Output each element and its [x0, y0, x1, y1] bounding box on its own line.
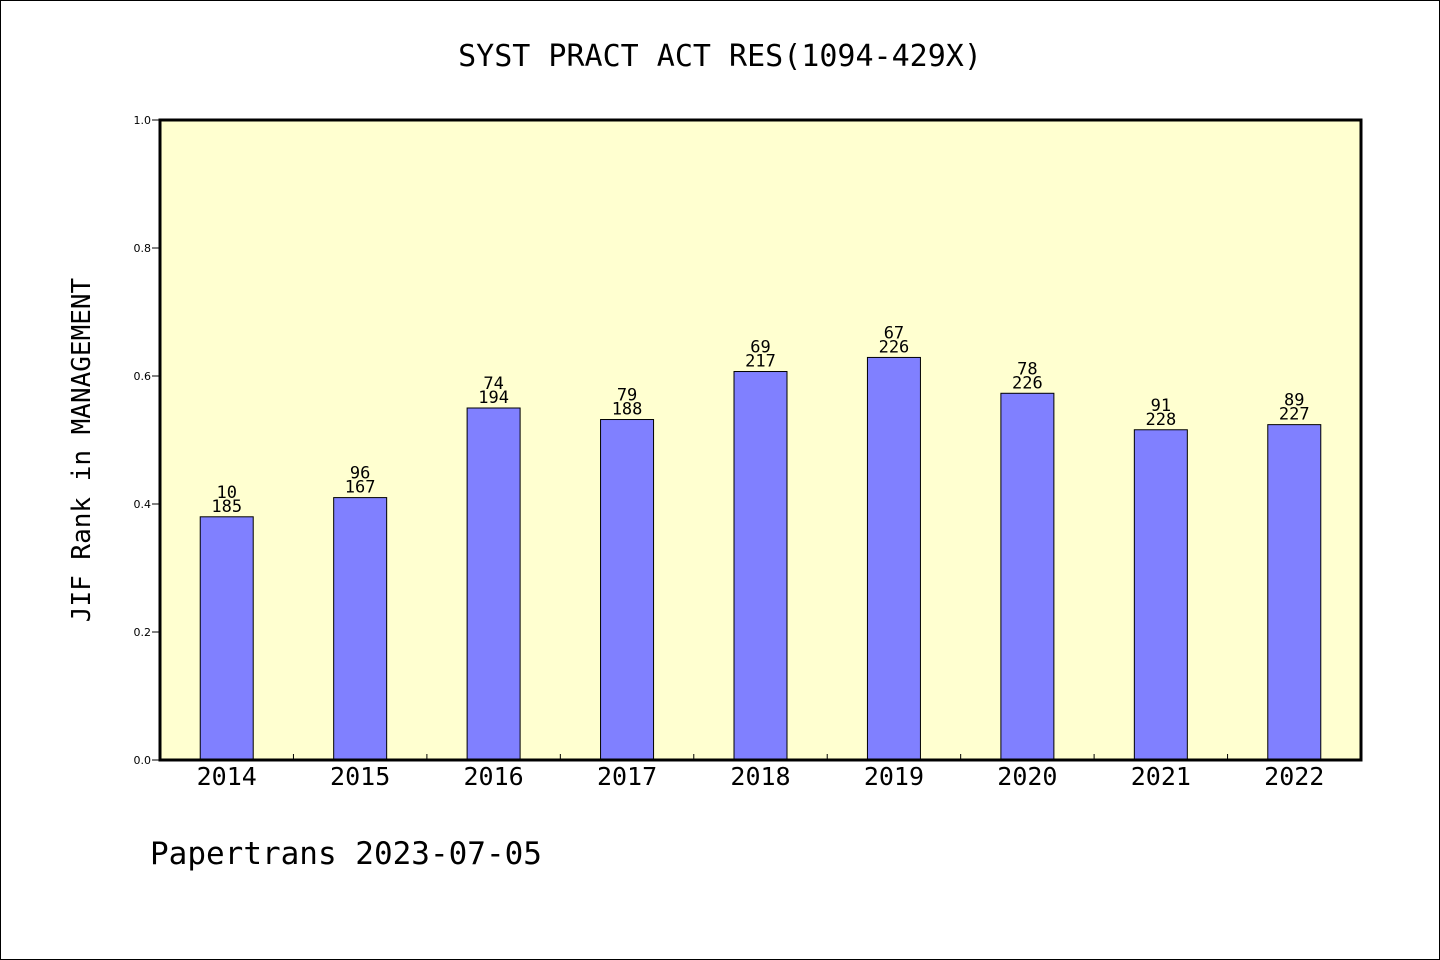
y-tick-label: 0.8	[134, 242, 152, 255]
rank-label: 67	[884, 323, 904, 343]
x-tick-label: 2017	[597, 762, 657, 791]
x-tick-label: 2018	[730, 762, 790, 791]
total-label: 226	[879, 337, 910, 357]
bar-2020	[1000, 392, 1055, 761]
total-label: 185	[211, 497, 242, 517]
rank-label: 96	[350, 464, 370, 484]
rank-label: 78	[1017, 359, 1037, 379]
bar-2022	[1267, 424, 1322, 761]
total-label: 227	[1279, 405, 1310, 425]
y-tick-label: 0.6	[134, 370, 152, 383]
rank-label: 89	[1284, 391, 1304, 411]
y-tick-label: 0.2	[134, 626, 152, 639]
rank-label: 10	[216, 483, 236, 503]
x-tick-label: 2019	[864, 762, 924, 791]
y-tick-label: 0.4	[134, 498, 152, 511]
bar-2015	[333, 497, 388, 761]
rank-label: 91	[1151, 396, 1171, 416]
x-tick-label: 2022	[1264, 762, 1324, 791]
footer-text: Papertrans 2023-07-05	[150, 836, 542, 872]
y-axis: 0.0 0.2 0.4 0.6 0.8 1.0	[134, 114, 160, 767]
y-tick-label: 1.0	[134, 114, 152, 127]
bar-2017	[600, 419, 655, 761]
x-axis: 2014 2015 2016 2017 2018 2019 2020 2021 2022	[197, 754, 1324, 791]
bars-group	[199, 356, 1322, 761]
x-tick-label: 2021	[1131, 762, 1191, 791]
rank-label: 69	[750, 338, 770, 358]
rank-label: 74	[483, 374, 503, 394]
bar-2016	[466, 407, 521, 761]
total-label: 167	[345, 478, 376, 498]
y-axis-label: JIF Rank in MANAGEMENT	[67, 277, 97, 622]
total-label: 188	[612, 400, 643, 420]
bar-2021	[1133, 429, 1188, 761]
x-tick-label: 2020	[997, 762, 1057, 791]
x-tick-label: 2014	[197, 762, 257, 791]
x-tick-label: 2015	[330, 762, 390, 791]
bar-2014	[199, 516, 254, 761]
total-label: 228	[1145, 410, 1176, 430]
y-tick-label: 0.0	[134, 754, 152, 767]
chart-title: SYST PRACT ACT RES(1094-429X)	[458, 39, 982, 74]
plot-border	[158, 118, 1363, 762]
rank-label: 79	[617, 386, 637, 406]
bar-2018	[733, 371, 788, 761]
bar-2019	[866, 356, 921, 761]
total-label: 217	[745, 352, 776, 372]
x-tick-label: 2016	[464, 762, 524, 791]
total-label: 226	[1012, 373, 1043, 393]
total-label: 194	[478, 388, 509, 408]
